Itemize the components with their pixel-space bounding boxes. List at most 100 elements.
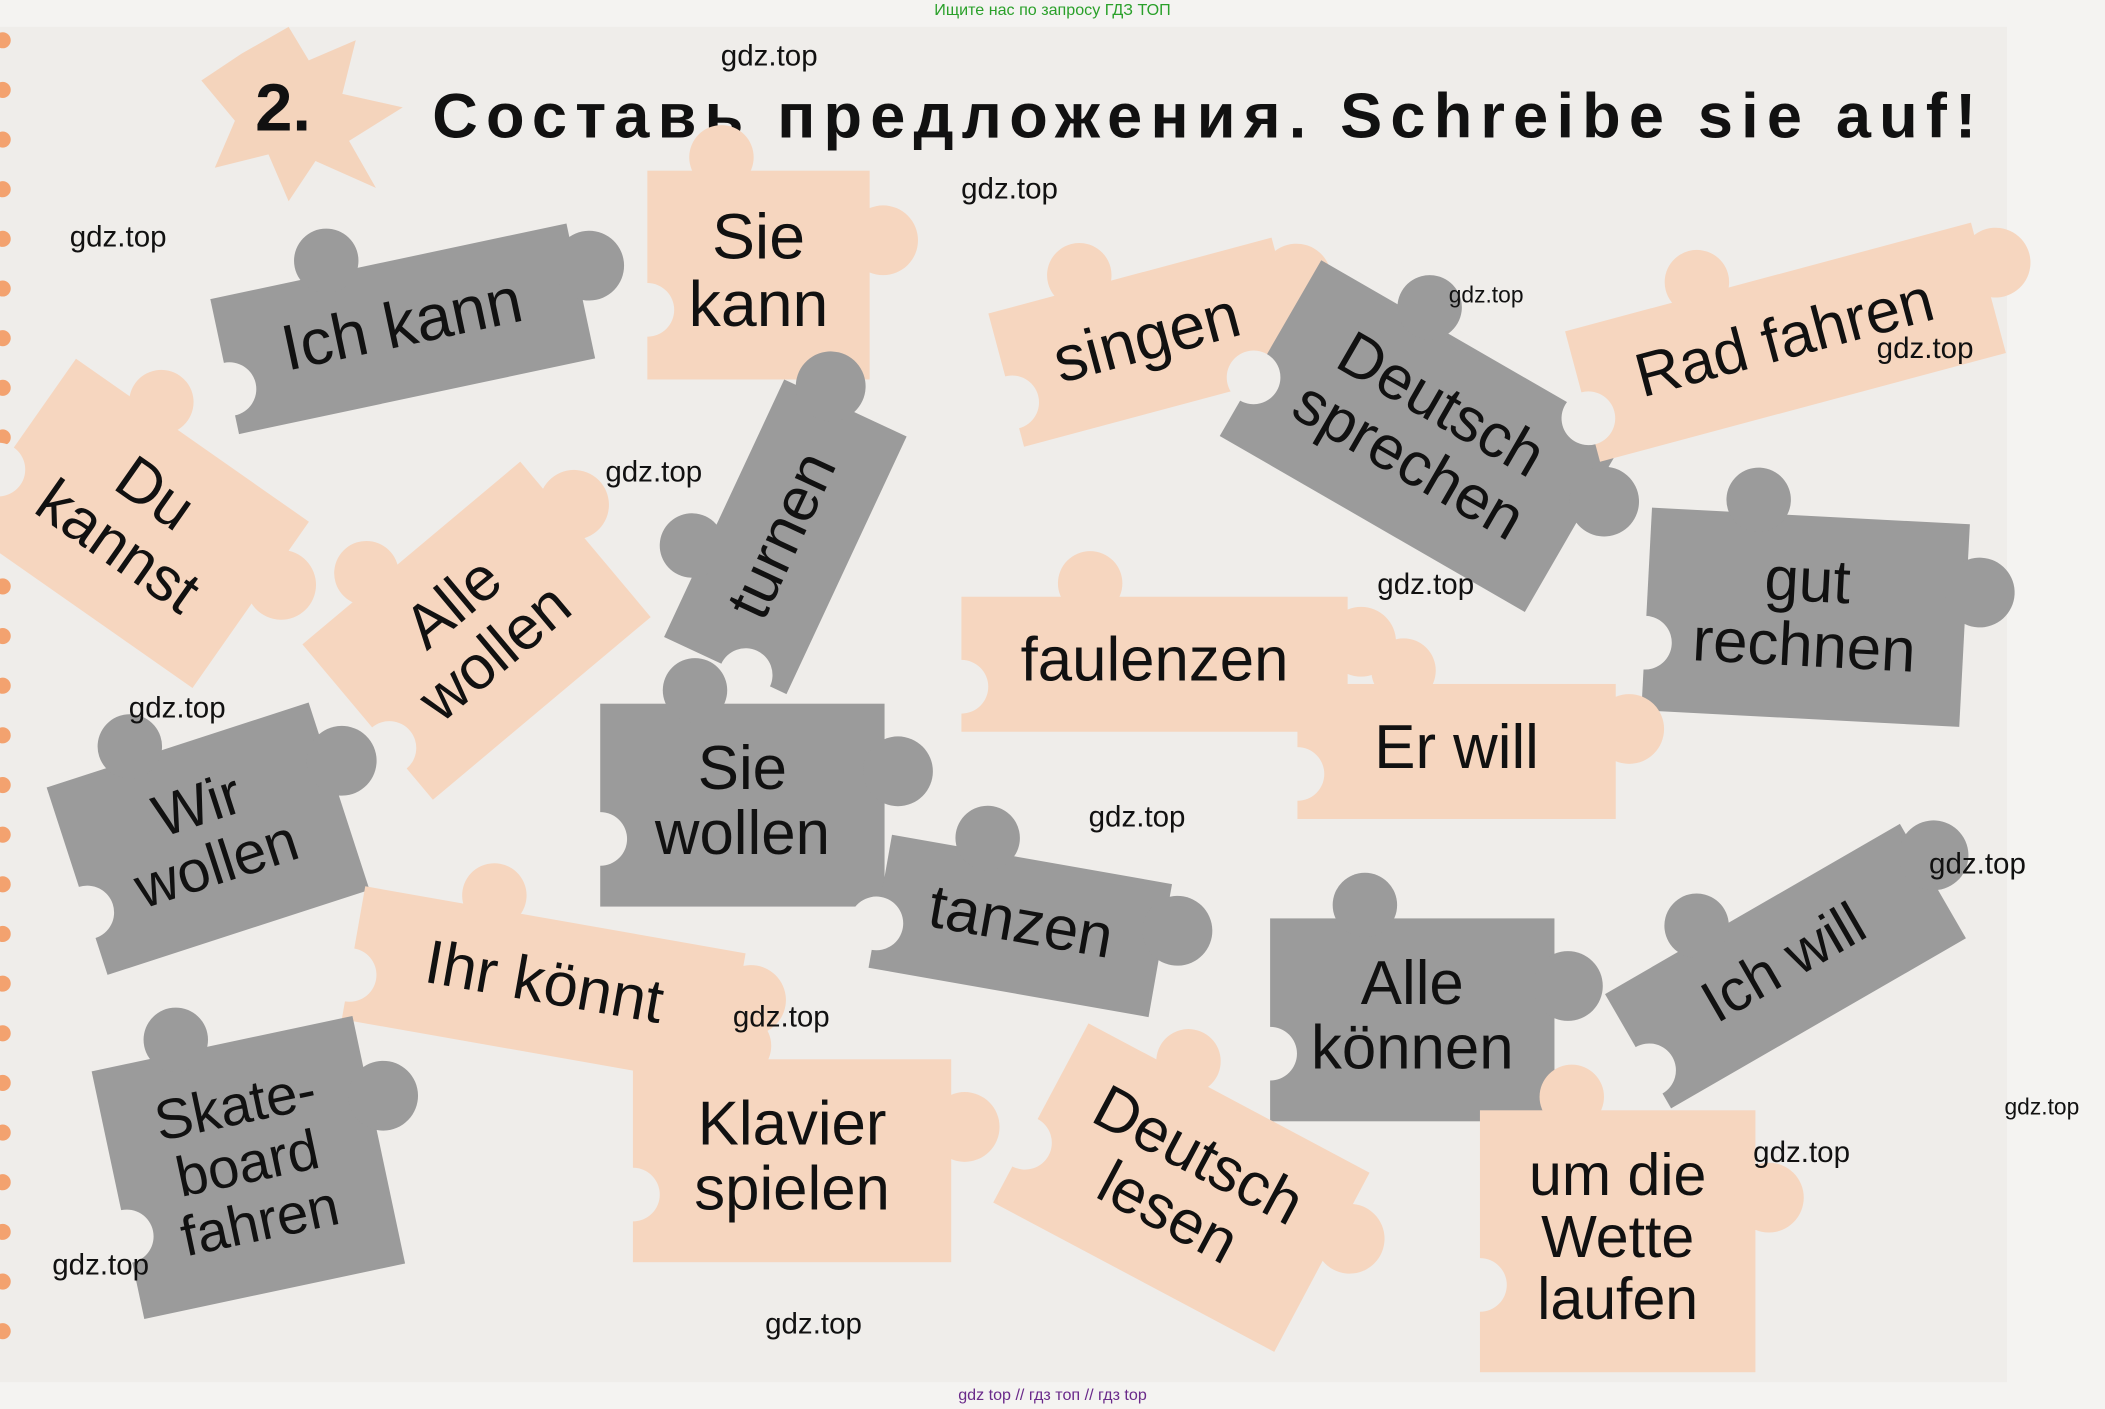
piece-body xyxy=(91,1015,406,1319)
piece-body xyxy=(1219,260,1627,613)
piece-notch xyxy=(573,812,628,866)
piece-text: faulenzen xyxy=(1021,626,1289,695)
piece-notch xyxy=(0,442,26,497)
piece-text: können xyxy=(1311,1014,1514,1083)
margin-dot xyxy=(0,1124,11,1141)
piece-knob xyxy=(1664,249,1730,315)
blot xyxy=(201,26,403,202)
piece-knob xyxy=(689,125,754,190)
watermark: gdz.top xyxy=(733,1000,830,1033)
piece-knob xyxy=(306,725,377,796)
piece-knob xyxy=(955,805,1020,871)
piece-body xyxy=(647,170,870,380)
piece-body xyxy=(1479,1110,1756,1373)
piece-body xyxy=(961,596,1348,732)
margin-dot xyxy=(0,32,11,49)
piece-body xyxy=(210,223,596,435)
piece-notch xyxy=(1453,1258,1507,1312)
margin-dot xyxy=(0,677,11,694)
piece-knob xyxy=(1047,243,1112,308)
piece-body xyxy=(0,358,309,688)
margin-dot xyxy=(0,826,11,843)
piece-body xyxy=(868,834,1173,1018)
piece-notch xyxy=(1243,1026,1297,1081)
piece-notch xyxy=(1270,747,1325,801)
piece-knob xyxy=(294,228,359,293)
margin-dot xyxy=(0,1223,11,1240)
piece-notch xyxy=(620,283,675,337)
piece-knob xyxy=(539,469,609,540)
watermark: gdz.top xyxy=(961,172,1058,205)
piece-knob xyxy=(795,351,866,422)
piece-body xyxy=(1270,918,1555,1122)
piece-knob xyxy=(1057,551,1123,616)
puzzle-piece: Ich kann xyxy=(202,223,625,435)
margin-dot xyxy=(0,1174,11,1191)
piece-body xyxy=(1641,507,1970,727)
piece-knob xyxy=(1156,1029,1221,1094)
top-notice: Ищите нас по запросу ГДЗ ТОП xyxy=(934,1,1170,19)
margin-dot xyxy=(0,925,11,943)
piece-body xyxy=(993,1023,1370,1352)
task-number: 2. xyxy=(255,70,311,145)
margin-dot xyxy=(0,975,11,992)
piece-notch xyxy=(60,885,115,940)
margin-dot xyxy=(0,81,11,98)
piece-knob xyxy=(929,1092,1000,1162)
piece-knob xyxy=(848,205,918,276)
watermark: gdz.top xyxy=(1089,800,1186,833)
piece-knob xyxy=(1332,872,1398,938)
piece-knob xyxy=(706,1013,772,1079)
margin-dot xyxy=(0,628,11,645)
piece-text: spielen xyxy=(694,1154,890,1223)
margin-dot xyxy=(0,181,11,198)
piece-knob xyxy=(97,714,163,779)
piece-notch xyxy=(202,362,257,416)
piece-text: Sie xyxy=(698,734,787,803)
piece-text: rechnen xyxy=(1691,605,1917,686)
piece-knob xyxy=(462,863,527,928)
piece-knob xyxy=(1898,820,1969,891)
margin-dot xyxy=(0,1025,11,1042)
piece-text: Wette xyxy=(1541,1204,1694,1270)
watermark: gdz.top xyxy=(765,1308,862,1341)
piece-body xyxy=(1297,683,1616,819)
piece-knob xyxy=(554,230,625,301)
piece-body xyxy=(600,703,885,907)
piece-body xyxy=(1565,222,2006,462)
margin-dot xyxy=(0,131,11,148)
piece-text: Er will xyxy=(1374,713,1539,782)
piece-text: Sie xyxy=(712,200,805,272)
puzzle-piece: Ihr könnt xyxy=(322,863,786,1087)
piece-notch xyxy=(849,896,904,951)
margin-dot xyxy=(0,379,11,396)
margin-dot xyxy=(0,1273,11,1290)
piece-knob xyxy=(334,540,399,606)
watermark: gdz.top xyxy=(70,221,167,254)
piece-text: kann xyxy=(689,268,829,340)
piece-knob xyxy=(659,513,725,578)
piece-knob xyxy=(1532,951,1603,1021)
piece-notch xyxy=(1622,1043,1676,1098)
piece-notch xyxy=(998,1115,1052,1170)
piece-knob xyxy=(1397,275,1462,340)
watermark: gdz.top xyxy=(129,692,226,725)
piece-body xyxy=(988,237,1308,447)
piece-knob xyxy=(863,736,933,807)
puzzle-piece: Rad fahren xyxy=(1561,222,2031,462)
piece-knob xyxy=(246,549,317,620)
puzzle-piece: tanzen xyxy=(849,805,1213,1018)
piece-text: Alle xyxy=(1361,949,1464,1018)
